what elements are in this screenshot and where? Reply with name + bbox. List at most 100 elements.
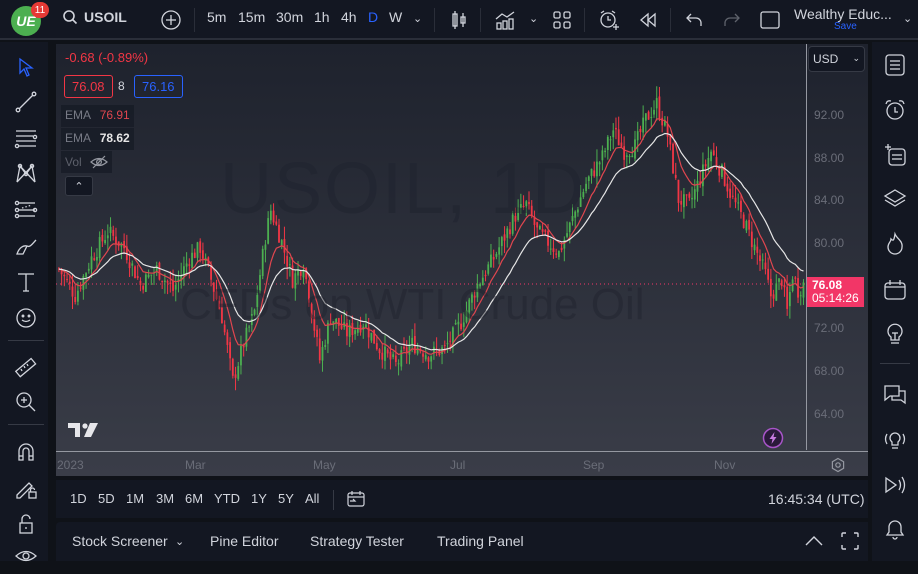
lock-drawings-tool[interactable] xyxy=(13,475,39,501)
interval-5m[interactable]: 5m xyxy=(207,9,227,25)
range-6m[interactable]: 6M xyxy=(185,491,204,506)
ask-price-button[interactable]: 76.16 xyxy=(134,75,183,98)
calendar-button[interactable] xyxy=(882,277,908,303)
toolbar-divider xyxy=(880,363,910,364)
notifications-button[interactable] xyxy=(882,516,908,542)
interval-w[interactable]: W xyxy=(389,9,403,25)
watchlist-button[interactable] xyxy=(882,52,908,78)
chats-button[interactable] xyxy=(882,382,908,408)
ema-fast-label: EMA xyxy=(65,108,91,122)
ema-fast-legend[interactable]: EMA 76.91 xyxy=(61,105,134,127)
volume-legend[interactable]: Vol xyxy=(61,151,112,173)
expand-panel-chevron-up-icon[interactable] xyxy=(804,533,824,549)
streams-button[interactable] xyxy=(882,427,908,453)
maximize-panel-icon[interactable] xyxy=(840,531,860,551)
layout-name[interactable]: Wealthy Educ... xyxy=(794,6,892,22)
tab-pine-editor[interactable]: Pine Editor xyxy=(210,533,279,549)
range-1m[interactable]: 1M xyxy=(126,491,145,506)
tab-trading-panel[interactable]: Trading Panel xyxy=(437,533,524,549)
list-icon xyxy=(885,54,905,76)
horizontal-lines-icon xyxy=(14,130,38,149)
drawing-toolbar xyxy=(0,42,52,562)
smiley-icon xyxy=(16,308,36,328)
lightning-icon[interactable] xyxy=(762,427,784,449)
interval-dropdown-chevron-icon[interactable]: ⌄ xyxy=(413,13,423,25)
clock-timezone[interactable]: 16:45:34 (UTC) xyxy=(768,491,865,507)
candlestick-chart[interactable] xyxy=(56,44,806,450)
range-5y[interactable]: 5Y xyxy=(278,491,294,506)
ideas-button[interactable] xyxy=(882,322,908,348)
layout-grid-button[interactable] xyxy=(550,8,574,32)
emoji-tool[interactable] xyxy=(13,305,39,331)
save-link[interactable]: Save xyxy=(834,21,857,32)
range-1d[interactable]: 1D xyxy=(70,491,87,506)
forecast-icon xyxy=(14,200,38,219)
prediction-tool[interactable] xyxy=(13,197,39,223)
indicators-icon xyxy=(495,11,515,30)
currency-value: USD xyxy=(813,52,839,66)
interval-15m[interactable]: 15m xyxy=(238,9,266,25)
toolbar-divider xyxy=(194,8,195,32)
indicators-button[interactable] xyxy=(493,8,517,32)
indicators-chevron-icon[interactable]: ⌄ xyxy=(529,13,539,25)
measure-tool[interactable] xyxy=(13,355,39,381)
symbol-search-button[interactable]: USOIL xyxy=(62,9,127,25)
hide-drawings-tool[interactable] xyxy=(13,543,39,569)
text-tool[interactable] xyxy=(13,269,39,295)
magnet-tool[interactable] xyxy=(13,439,39,465)
bid-price-button[interactable]: 76.08 xyxy=(64,75,113,98)
trend-line-icon xyxy=(15,91,37,113)
range-1y[interactable]: 1Y xyxy=(251,491,267,506)
tab-strategy-tester[interactable]: Strategy Tester xyxy=(310,533,404,549)
zoom-in-tool[interactable] xyxy=(13,389,39,415)
interval-30m[interactable]: 30m xyxy=(276,9,304,25)
interval-1h[interactable]: 1h xyxy=(314,9,330,25)
layout-chevron-icon[interactable]: ⌄ xyxy=(903,13,913,25)
pencil-lock-icon xyxy=(16,482,37,499)
interval-4h[interactable]: 4h xyxy=(341,9,357,25)
brush-tool[interactable] xyxy=(13,233,39,259)
pattern-tool[interactable] xyxy=(13,161,39,187)
eye-hidden-icon[interactable] xyxy=(89,155,108,169)
collapse-legend-button[interactable]: ⌃ xyxy=(65,176,93,196)
tradingview-logo-icon[interactable] xyxy=(66,420,100,440)
range-ytd[interactable]: YTD xyxy=(214,491,240,506)
trend-line-tool[interactable] xyxy=(13,89,39,115)
ema-slow-legend[interactable]: EMA 78.62 xyxy=(61,128,134,150)
compare-symbol-button[interactable] xyxy=(159,8,183,32)
lock-all-tool[interactable] xyxy=(13,511,39,537)
chart-type-button[interactable] xyxy=(447,8,471,32)
create-alert-button[interactable] xyxy=(597,8,621,32)
redo-button[interactable] xyxy=(720,8,744,32)
time-axis[interactable]: 2023 Mar May Jul Sep Nov xyxy=(56,451,868,476)
screener-chevron-icon[interactable]: ⌄ xyxy=(175,536,185,548)
broadcast-bulb-icon xyxy=(884,432,906,449)
currency-select[interactable]: USD ⌄ xyxy=(808,46,865,72)
price-axis[interactable]: 92.00 88.00 84.00 80.00 72.00 68.00 64.0… xyxy=(806,44,868,450)
alerts-button[interactable] xyxy=(882,97,908,123)
layers-button[interactable] xyxy=(882,185,908,211)
time-tick: Nov xyxy=(714,458,736,472)
chart-canvas[interactable] xyxy=(56,44,868,476)
chart-settings-gear-icon[interactable] xyxy=(830,457,846,473)
fib-tool[interactable] xyxy=(13,125,39,151)
fullscreen-toggle-button[interactable] xyxy=(758,8,782,32)
range-3m[interactable]: 3M xyxy=(156,491,175,506)
last-price-value: 76.08 xyxy=(812,278,843,292)
data-window-button[interactable] xyxy=(882,472,908,498)
price-tick: 84.00 xyxy=(814,193,845,207)
hotlists-button[interactable] xyxy=(882,231,908,257)
object-tree-button[interactable] xyxy=(882,142,908,168)
chevron-down-icon: ⌄ xyxy=(852,53,860,63)
range-all[interactable]: All xyxy=(305,491,320,506)
symbol-watermark: USOIL, 1D xyxy=(220,149,587,229)
price-tick: 92.00 xyxy=(814,108,845,122)
interval-d-active[interactable]: D xyxy=(368,9,379,25)
go-to-date-calendar-icon[interactable] xyxy=(346,489,366,509)
range-5d[interactable]: 5D xyxy=(98,491,115,506)
cursor-tool[interactable] xyxy=(13,54,39,80)
flame-icon xyxy=(887,231,903,255)
undo-button[interactable] xyxy=(682,8,706,32)
replay-button[interactable] xyxy=(636,8,660,32)
tab-stock-screener[interactable]: Stock Screener xyxy=(72,533,168,549)
